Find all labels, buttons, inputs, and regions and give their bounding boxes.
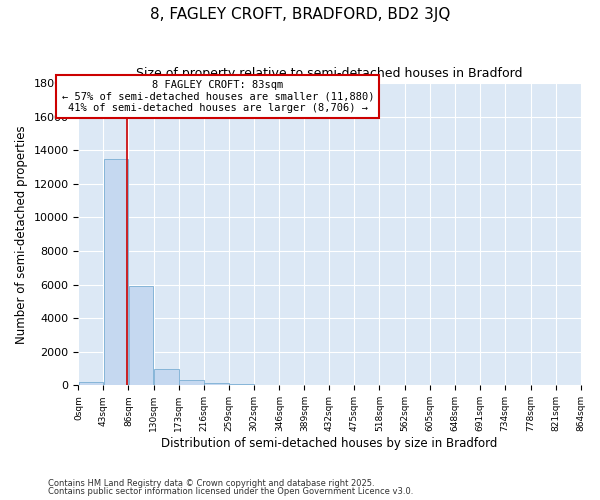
X-axis label: Distribution of semi-detached houses by size in Bradford: Distribution of semi-detached houses by … [161, 437, 497, 450]
Text: 8 FAGLEY CROFT: 83sqm
← 57% of semi-detached houses are smaller (11,880)
41% of : 8 FAGLEY CROFT: 83sqm ← 57% of semi-deta… [62, 80, 374, 113]
Bar [229, 384, 254, 386]
Text: 8, FAGLEY CROFT, BRADFORD, BD2 3JQ: 8, FAGLEY CROFT, BRADFORD, BD2 3JQ [150, 8, 450, 22]
Bar [204, 383, 229, 386]
Text: Contains HM Land Registry data © Crown copyright and database right 2025.: Contains HM Land Registry data © Crown c… [48, 479, 374, 488]
Bar [154, 368, 179, 386]
Bar [179, 380, 204, 386]
Y-axis label: Number of semi-detached properties: Number of semi-detached properties [15, 125, 28, 344]
Bar [128, 286, 153, 386]
Text: Contains public sector information licensed under the Open Government Licence v3: Contains public sector information licen… [48, 486, 413, 496]
Bar [79, 382, 103, 386]
Title: Size of property relative to semi-detached houses in Bradford: Size of property relative to semi-detach… [136, 68, 523, 80]
Bar [104, 158, 128, 386]
